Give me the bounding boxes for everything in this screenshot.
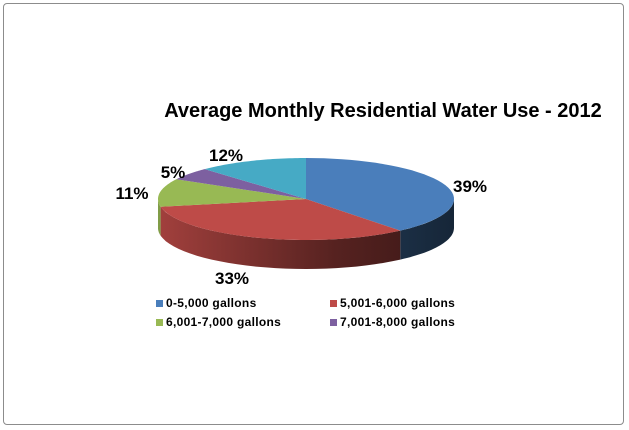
legend-item-0: 0-5,000 gallons: [156, 296, 257, 310]
legend-item-3: 7,001-8,000 gallons: [330, 315, 455, 329]
legend-label: 6,001-7,000 gallons: [166, 315, 282, 329]
pie-slice: [176, 169, 306, 199]
legend-swatch: [330, 318, 337, 326]
pie-slice-side: [158, 199, 161, 236]
legend-swatch: [156, 299, 163, 307]
legend-label: 7,001-8,000 gallons: [340, 315, 456, 329]
legend-item-2: 6,001-7,000 gallons: [156, 315, 281, 329]
pie-slice: [160, 199, 401, 240]
chart-frame: [3, 3, 624, 425]
legend-swatch: [330, 299, 337, 307]
data-label: 12%: [209, 146, 243, 165]
data-label: 11%: [115, 184, 148, 203]
pie-slice-side: [400, 199, 454, 260]
pie-slice-side: [160, 206, 401, 269]
data-label: 33%: [215, 269, 249, 288]
pie-slice: [306, 158, 454, 231]
legend-swatch: [156, 318, 163, 326]
chart-title: Average Monthly Residential Water Use - …: [164, 100, 602, 122]
pie-slice: [204, 158, 306, 199]
legend-label: 5,001-6,000 gallons: [340, 296, 456, 310]
legend-label: 0-5,000 gallons: [166, 296, 257, 310]
legend-item-1: 5,001-6,000 gallons: [330, 296, 455, 310]
data-label: 5%: [161, 163, 186, 182]
data-label: 39%: [453, 177, 487, 196]
pie-slice: [158, 179, 306, 207]
